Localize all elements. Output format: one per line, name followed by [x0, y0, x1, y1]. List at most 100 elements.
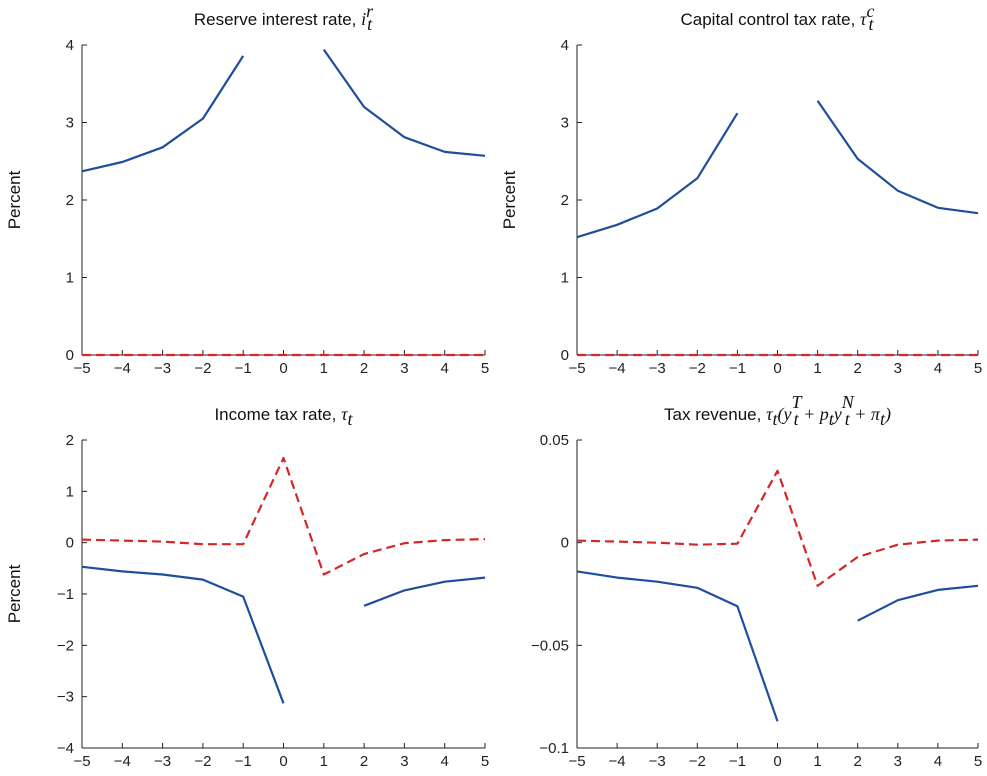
chart-title: Income tax rate, τt	[214, 404, 353, 429]
solid-series-line-seg2	[322, 48, 486, 157]
chart-title-math-sup: T	[792, 392, 804, 412]
chart-title: Reserve interest rate, ir t	[194, 1, 374, 34]
x-tick-label: 0	[773, 360, 781, 377]
x-tick-label: −3	[154, 360, 171, 377]
y-tick-label: 4	[561, 37, 569, 54]
panels-group: −5 −4 −3 −2 −1 0 1 2 3 4 5 0 1 2 3 4 Percent Reserve inte…	[5, 1, 982, 770]
x-tick-label: −2	[689, 753, 706, 770]
x-tick-label: −1	[729, 360, 746, 377]
y-tick-label: 0	[561, 535, 569, 552]
dashed-series-line-seg1	[576, 469, 979, 587]
dashed-series-line-seg1	[81, 456, 486, 576]
x-tick-label: 2	[360, 753, 368, 770]
x-tick-label: −4	[114, 360, 131, 377]
y-axis-label: Percent	[5, 564, 24, 623]
x-tick-label: 0	[279, 753, 287, 770]
x-tick-label: −1	[235, 753, 252, 770]
chart-title-math: (	[778, 404, 785, 425]
y-tick-label: −0.05	[531, 637, 569, 654]
chart-title-math-sub: t	[367, 14, 373, 34]
y-tick-label: 0	[66, 347, 74, 364]
x-tick-label: 3	[400, 753, 408, 770]
chart-title-math: τ	[860, 9, 867, 29]
x-tick-label: −4	[114, 753, 131, 770]
chart-title-math: τ	[766, 404, 773, 424]
chart-title-math-sub: t	[773, 409, 779, 429]
y-tick-label: 2	[561, 192, 569, 209]
y-tick-label: 3	[66, 115, 74, 132]
solid-series-line-seg2	[857, 584, 979, 622]
x-tick-label: 2	[854, 360, 862, 377]
x-tick-label: 4	[934, 753, 942, 770]
y-tick-label: 2	[66, 432, 74, 449]
chart-title-math-sub: t	[880, 409, 886, 429]
chart-title-math-sub: t	[845, 409, 851, 429]
chart-title-math: y	[782, 404, 792, 424]
x-tick-label: 3	[894, 360, 902, 377]
chart-title-math: + π	[850, 404, 881, 424]
x-tick-label: 5	[974, 753, 982, 770]
y-tick-label: 3	[561, 115, 569, 132]
chart-title-math: i	[361, 9, 366, 29]
x-tick-label: 2	[360, 360, 368, 377]
y-tick-label: 1	[561, 270, 569, 287]
y-tick-label: −3	[57, 689, 74, 706]
x-tick-label: −4	[609, 753, 626, 770]
chart-title-math: τ	[341, 404, 348, 424]
x-tick-label: −2	[689, 360, 706, 377]
solid-series-line-seg1	[576, 570, 779, 722]
x-tick-label: 4	[934, 360, 942, 377]
x-tick-label: −3	[649, 753, 666, 770]
x-tick-label: −4	[609, 360, 626, 377]
solid-series-line-seg2	[816, 100, 979, 215]
x-tick-label: 0	[773, 753, 781, 770]
y-axis-label: Percent	[5, 170, 24, 229]
x-tick-label: −1	[729, 753, 746, 770]
chart-title-math: )	[884, 404, 891, 425]
chart-panel-1: −5 −4 −3 −2 −1 0 1 2 3 4 5 0 1 2 3 4 Percent Reserve inte…	[5, 1, 489, 377]
x-tick-label: 2	[854, 753, 862, 770]
x-tick-label: 4	[441, 360, 449, 377]
solid-series-line-seg1	[576, 112, 739, 239]
x-tick-label: 3	[400, 360, 408, 377]
y-tick-label: 2	[66, 192, 74, 209]
x-tick-label: 5	[481, 360, 489, 377]
x-tick-label: −2	[194, 360, 211, 377]
y-tick-label: −2	[57, 637, 74, 654]
x-tick-label: −5	[568, 753, 585, 770]
chart-title-text: Capital control tax rate,	[681, 10, 861, 29]
chart-title-text: Reserve interest rate,	[194, 10, 361, 29]
chart-title-math-sup: c	[866, 1, 874, 21]
y-tick-label: 0	[561, 347, 569, 364]
x-tick-label: −2	[194, 753, 211, 770]
x-tick-label: 5	[974, 360, 982, 377]
solid-series-line-seg2	[363, 576, 486, 607]
chart-title-text: Income tax rate,	[214, 405, 341, 424]
x-tick-label: −5	[73, 360, 90, 377]
chart-title-math-sub: t	[829, 409, 835, 429]
x-tick-label: 1	[320, 360, 328, 377]
solid-series-line-seg1	[81, 565, 285, 704]
y-tick-label: 0	[66, 535, 74, 552]
x-tick-label: −1	[235, 360, 252, 377]
x-tick-label: 5	[481, 753, 489, 770]
chart-title: Tax revenue, τt(yT t + ptyN t + πt)	[664, 392, 891, 429]
y-tick-label: 1	[66, 270, 74, 287]
chart-panel-4: −5 −4 −3 −2 −1 0 1 2 3 4 5 −0.1 −0.05 0 0.05 Tax revenu…	[531, 392, 982, 770]
y-tick-label: −0.1	[539, 740, 569, 757]
x-tick-label: −3	[154, 753, 171, 770]
chart-title-math-sup: r	[366, 1, 374, 21]
y-axis-label: Percent	[500, 170, 519, 229]
y-tick-label: −4	[57, 740, 74, 757]
y-tick-label: 1	[66, 483, 74, 500]
chart-title-math-sup: N	[841, 392, 855, 412]
x-tick-label: 1	[813, 360, 821, 377]
x-tick-label: 3	[894, 753, 902, 770]
chart-panel-3: −5 −4 −3 −2 −1 0 1 2 3 4 5−4−3−2−1012PercentIncome…	[5, 404, 489, 770]
chart-title-math-sub: t	[348, 409, 354, 429]
chart-title-math-sub: t	[794, 409, 800, 429]
x-tick-label: −5	[568, 360, 585, 377]
chart-title-math: y	[832, 404, 842, 424]
chart-title: Capital control tax rate, τc t	[681, 1, 875, 34]
